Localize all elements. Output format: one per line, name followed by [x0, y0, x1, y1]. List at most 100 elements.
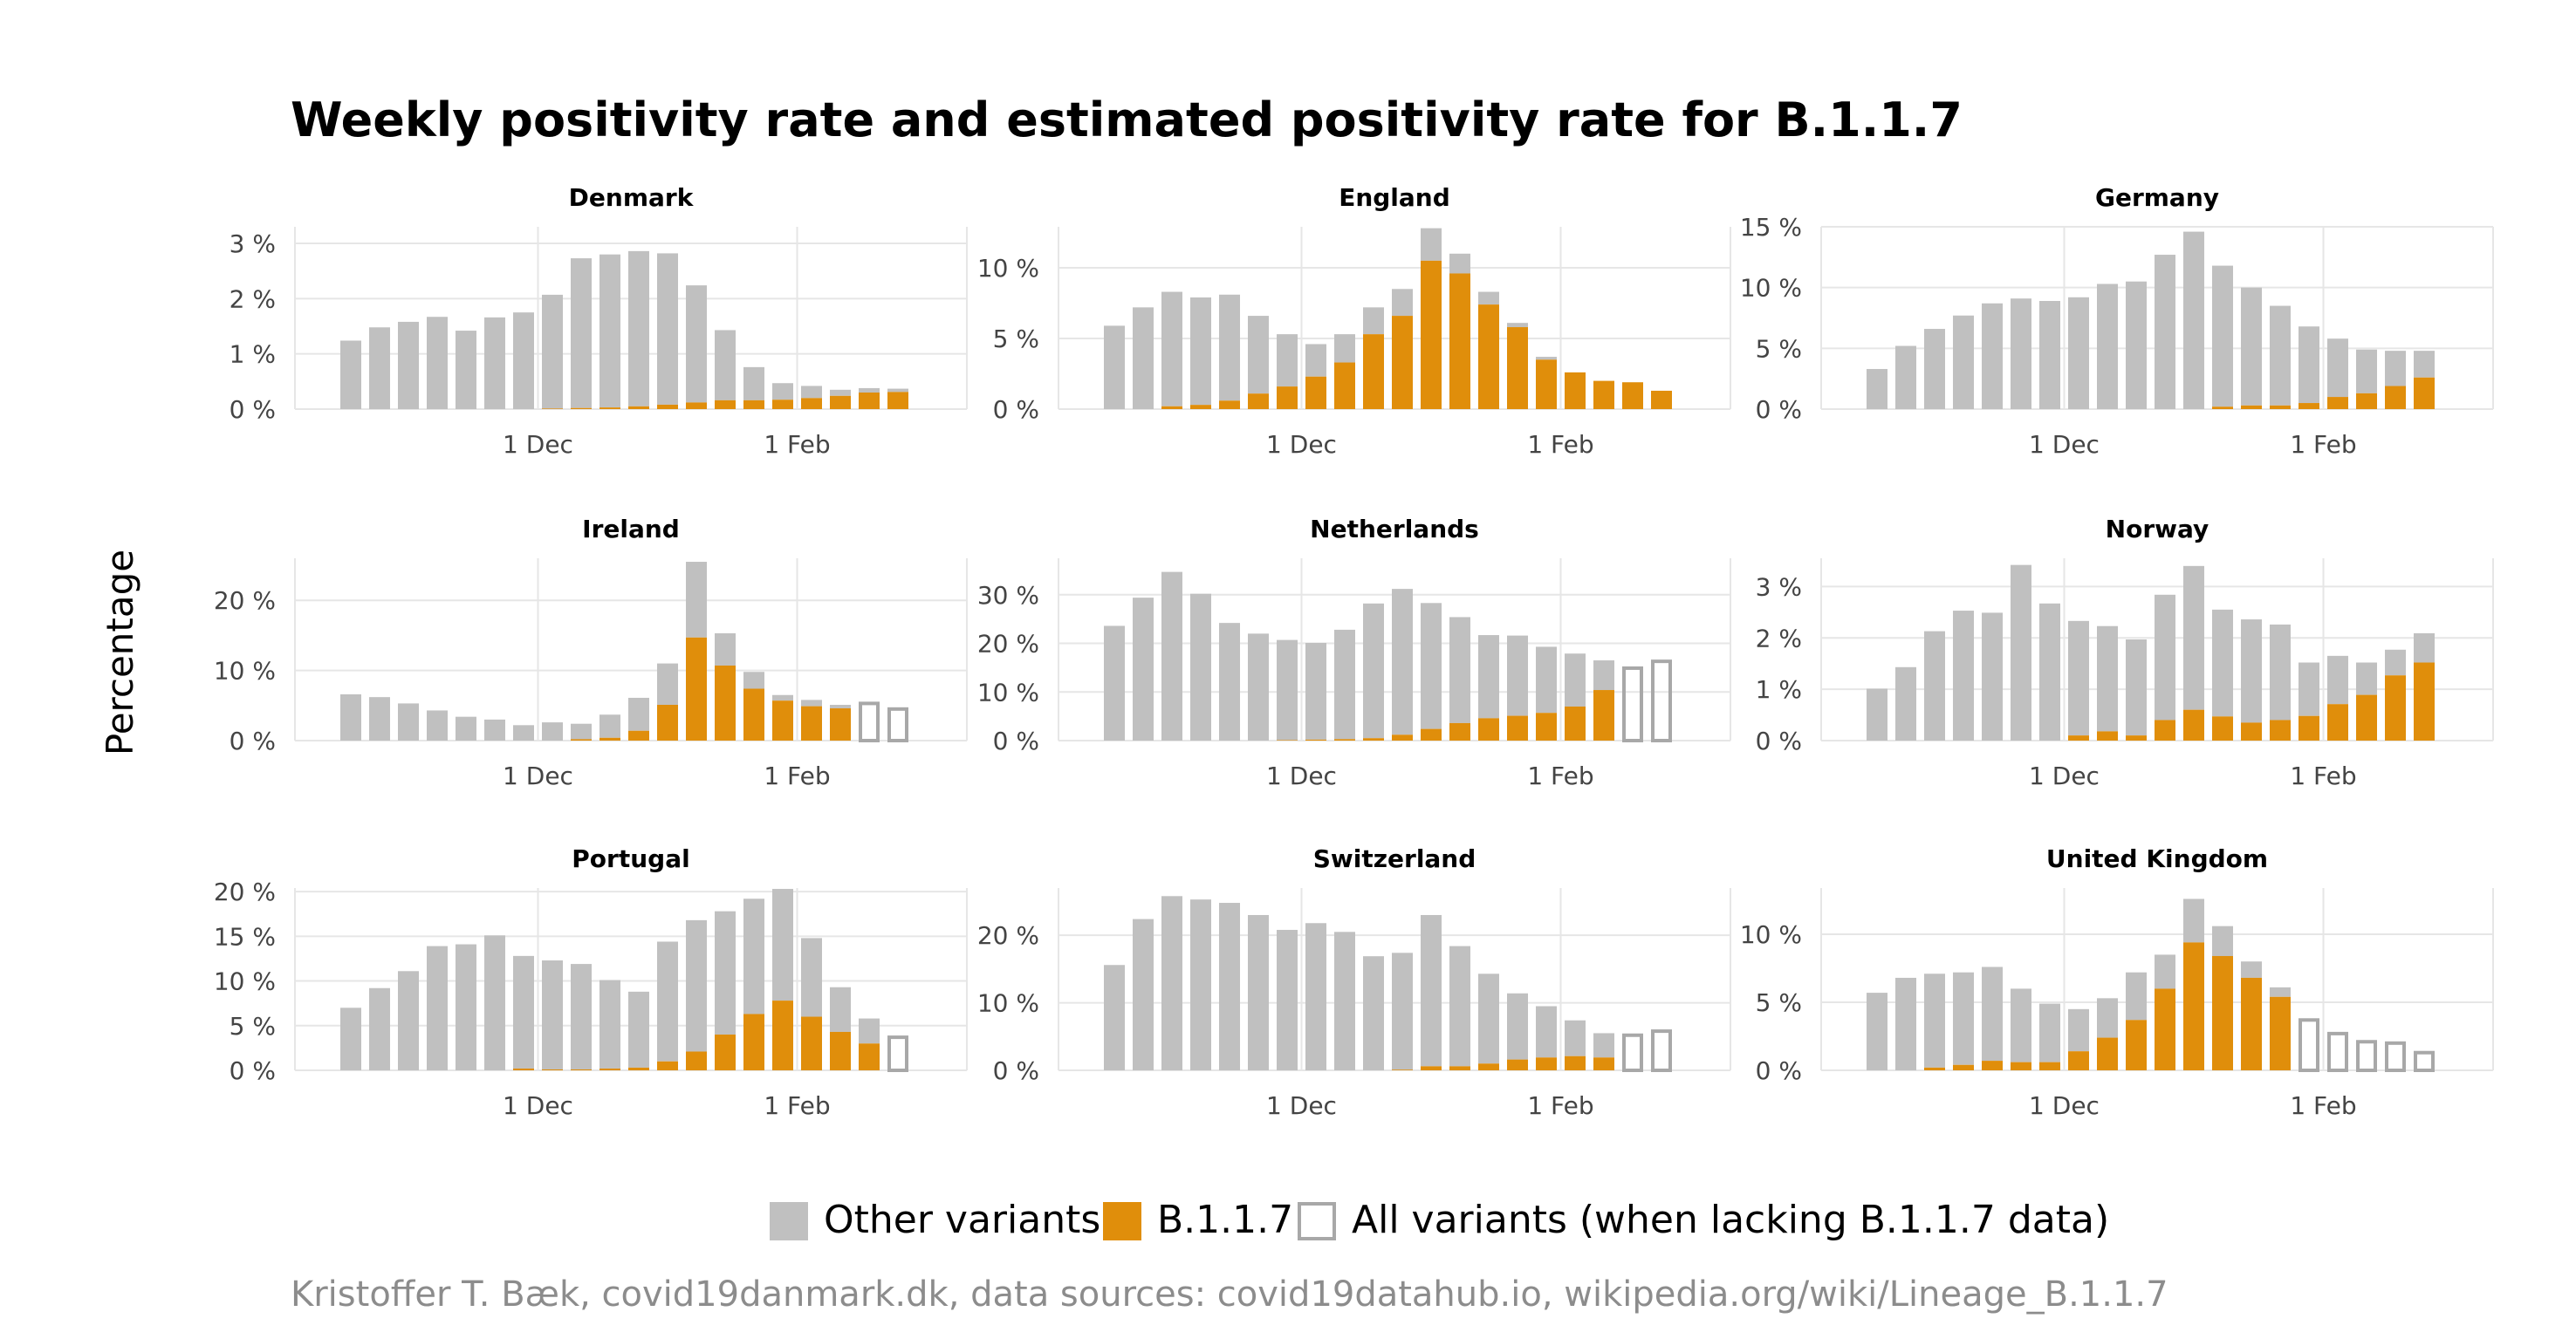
bar-other-variants: [1219, 903, 1240, 1070]
bar-other-variants: [2011, 988, 2031, 1062]
bar-other-variants: [1982, 612, 2003, 741]
bar-b117: [2011, 1062, 2031, 1070]
y-tick-label: 10 %: [977, 989, 1039, 1018]
legend-swatch-b117: [1103, 1202, 1141, 1240]
bar-b117: [657, 705, 678, 741]
bar-b117: [2155, 720, 2175, 741]
bar-b117: [657, 404, 678, 409]
bar-b117: [830, 708, 851, 741]
bar-other-variants: [484, 317, 505, 409]
bar-b117: [715, 665, 736, 741]
bar-other-variants: [686, 285, 707, 403]
bar-b117: [1161, 406, 1182, 409]
y-tick-label: 0 %: [1756, 1056, 1802, 1085]
bar-b117: [2385, 675, 2406, 741]
y-tick-label: 10 %: [214, 967, 276, 996]
y-tick-label: 10 %: [977, 254, 1039, 283]
x-tick-label: 1 Dec: [2029, 1091, 2100, 1120]
bar-other-variants: [2241, 961, 2262, 978]
bar-b117: [2241, 977, 2262, 1070]
panel-netherlands: 0 % 10 % 20 % 30 % Netherlands 1 Dec 1 Feb: [977, 515, 1731, 790]
bar-other-variants: [2097, 625, 2118, 732]
bar-b117: [1622, 382, 1643, 409]
bar-b117: [2270, 405, 2291, 409]
bar-other-variants: [340, 340, 361, 409]
bar-b117: [571, 739, 592, 741]
bar-all-variants: [887, 1035, 908, 1073]
bar-b117: [1334, 362, 1355, 409]
bar-b117: [686, 637, 707, 741]
bar-b117: [542, 408, 563, 409]
bar-other-variants: [628, 250, 649, 406]
bar-other-variants: [427, 317, 448, 409]
bar-b117: [542, 1069, 563, 1070]
y-tick-label: 5 %: [230, 1012, 276, 1041]
bar-other-variants: [456, 331, 476, 409]
bar-b117: [1924, 1067, 1945, 1070]
bar-other-variants: [1190, 899, 1211, 1070]
x-tick-label: 1 Dec: [503, 1091, 573, 1120]
y-tick-label: 10 %: [1740, 274, 1802, 303]
bar-other-variants: [1895, 977, 1916, 1070]
bar-other-variants: [1248, 316, 1269, 394]
bar-other-variants: [513, 955, 534, 1069]
bar-other-variants: [1277, 929, 1298, 1070]
x-tick-label: 1 Feb: [1527, 1091, 1593, 1120]
bar-b117: [1593, 380, 1614, 409]
bar-other-variants: [686, 562, 707, 638]
facet-title: Germany: [2095, 183, 2219, 212]
bar-b117: [2385, 386, 2406, 409]
bar-other-variants: [456, 716, 476, 741]
x-tick-label: 1 Feb: [764, 430, 830, 459]
panel-ireland: 0 % 10 % 20 % Ireland 1 Dec 1 Feb: [214, 515, 968, 790]
bar-b117: [2299, 715, 2319, 741]
bar-other-variants: [1953, 611, 1974, 741]
y-tick-label: 3 %: [1756, 572, 1802, 601]
bar-other-variants: [1421, 603, 1442, 729]
bar-b117: [1421, 1066, 1442, 1070]
bar-b117: [830, 395, 851, 409]
chart-caption: Kristoffer T. Bæk, covid19danmark.dk, da…: [291, 1274, 2168, 1315]
bar-b117: [1363, 334, 1384, 409]
bar-b117: [1507, 715, 1528, 741]
x-tick-label: 1 Dec: [1266, 1091, 1337, 1120]
bar-all-variants: [1651, 1029, 1672, 1073]
y-tick-label: 20 %: [214, 586, 276, 615]
bar-b117: [2183, 942, 2204, 1070]
facet-title: Ireland: [582, 515, 680, 543]
bar-b117: [1536, 713, 1557, 741]
bar-b117: [1565, 706, 1586, 741]
bar-b117: [2241, 405, 2262, 409]
bar-other-variants: [2212, 609, 2233, 717]
bar-other-variants: [1449, 946, 1470, 1067]
bar-other-variants: [801, 386, 822, 399]
y-tick-label: 15 %: [1740, 213, 1802, 242]
bar-other-variants: [1334, 629, 1355, 740]
bar-other-variants: [1104, 965, 1125, 1070]
bar-b117: [1593, 690, 1614, 741]
bar-b117: [1190, 405, 1211, 409]
bar-b117: [686, 1051, 707, 1070]
bar-other-variants: [340, 1008, 361, 1070]
y-tick-label: 10 %: [977, 678, 1039, 707]
bar-other-variants: [1478, 635, 1499, 719]
bar-b117: [1305, 376, 1326, 409]
bar-b117: [2068, 735, 2089, 741]
bar-b117: [715, 400, 736, 409]
bar-other-variants: [657, 663, 678, 706]
y-tick-label: 0 %: [1756, 395, 1802, 424]
x-tick-label: 1 Feb: [764, 1091, 830, 1120]
facet-panels: 0 % 1 % 2 % 3 % Denmark 1 Dec 1 Feb 0 % 5 % 10 % E…: [214, 183, 2494, 1120]
bar-other-variants: [859, 387, 880, 393]
bar-b117: [2126, 1020, 2147, 1070]
bar-other-variants: [2039, 603, 2060, 741]
facet-title: Switzerland: [1313, 844, 1476, 873]
bar-b117: [2039, 1062, 2060, 1070]
bar-other-variants: [1593, 1033, 1614, 1058]
bar-other-variants: [1867, 369, 1887, 409]
legend-label: All variants (when lacking B.1.1.7 data): [1352, 1198, 2109, 1242]
bar-other-variants: [1334, 334, 1355, 363]
bar-other-variants: [599, 980, 620, 1069]
bar-other-variants: [830, 389, 851, 396]
bar-other-variants: [2414, 632, 2435, 663]
